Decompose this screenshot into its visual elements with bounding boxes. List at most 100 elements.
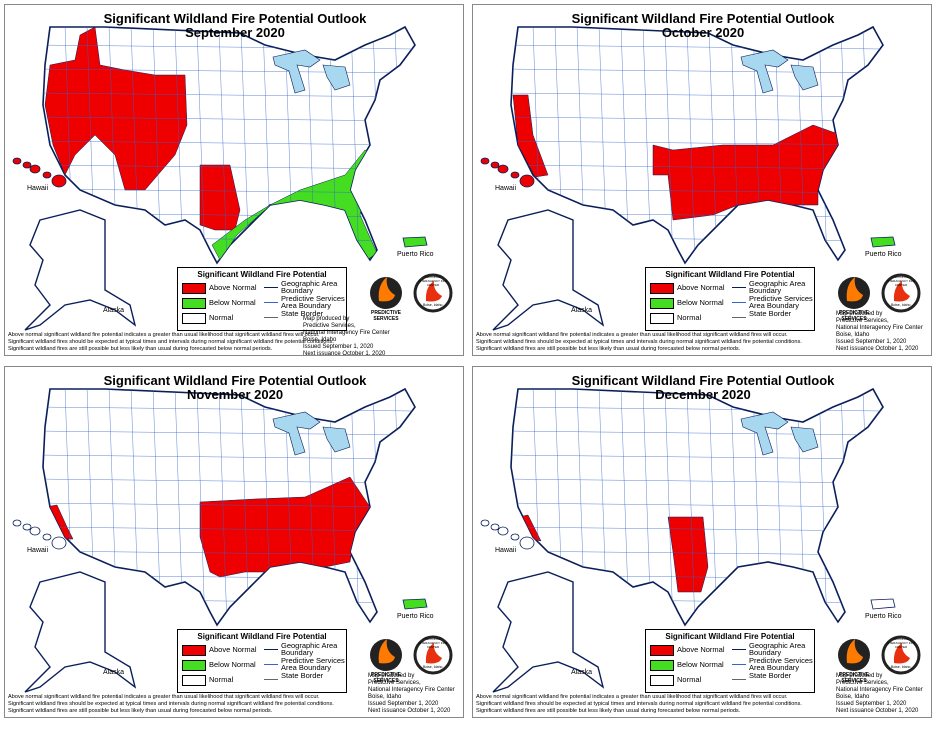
regions <box>43 27 415 263</box>
credit: Boise, Idaho <box>368 694 402 700</box>
credit: National Interagency Fire Center <box>836 687 923 693</box>
map <box>480 387 921 693</box>
hawaii-island <box>480 519 490 527</box>
hawaii-label: Hawaii <box>495 547 517 554</box>
panel-title: Significant Wildland Fire Potential Outl… <box>103 11 367 26</box>
legend-line-label: State Border <box>749 309 792 318</box>
logo-text: Boise, Idaho <box>891 303 911 307</box>
nifc-flame <box>893 643 910 664</box>
legend-title: Significant Wildland Fire Potential <box>197 632 327 641</box>
state-border <box>511 164 883 170</box>
state-border <box>43 116 415 122</box>
puerto-rico <box>402 598 428 610</box>
alaska <box>24 571 137 693</box>
flame <box>846 277 863 302</box>
logo-text: NATIONAL INTERAGENCY FIRE CENTER <box>886 275 916 287</box>
legend-line-label: Predictive Services Area Boundary <box>281 656 345 672</box>
legend-item: Above Normal <box>677 283 725 292</box>
state-border <box>511 502 883 508</box>
legend-line-label: State Border <box>749 671 792 680</box>
credit: National Interagency Fire Center <box>836 325 923 331</box>
footnote: Above normal significant wildland fire p… <box>8 332 320 338</box>
fire-region <box>199 476 371 578</box>
legend-item: Below Normal <box>677 298 724 307</box>
hawaii-island <box>42 533 52 541</box>
legend-swatch <box>182 660 206 671</box>
legend-item: Above Normal <box>677 645 725 654</box>
nifc-flame <box>425 643 442 664</box>
legend-swatch <box>650 313 674 324</box>
legend-swatch <box>650 298 674 309</box>
puerto-rico-label: Puerto Rico <box>397 613 434 620</box>
state-border <box>350 27 360 263</box>
hawaii-island <box>490 523 500 531</box>
legend-line-label: State Border <box>281 671 324 680</box>
puerto-rico <box>402 236 428 248</box>
map-panel: Significant Wildland Fire Potential Outl… <box>472 366 932 718</box>
map-panel: Significant Wildland Fire Potential Outl… <box>4 366 464 718</box>
legend-swatch <box>182 675 206 686</box>
legend-swatch <box>650 660 674 671</box>
credit: Map produced by <box>368 673 415 679</box>
state-border <box>43 164 415 170</box>
credit: Next issuance October 1, 2020 <box>368 708 451 714</box>
map-panel: Significant Wildland Fire Potential Outl… <box>472 4 932 356</box>
hawaii-island <box>519 536 535 550</box>
footnote: Significant wildland fires should be exp… <box>476 701 802 707</box>
hawaii-island <box>519 174 535 188</box>
panel-title: Significant Wildland Fire Potential Outl… <box>103 373 367 388</box>
legend-line-label: State Border <box>281 309 324 318</box>
legend-item: Above Normal <box>209 283 257 292</box>
legend-line <box>264 317 278 318</box>
hawaii-island <box>29 526 41 536</box>
us-outline <box>510 387 884 627</box>
puerto-rico-label: Puerto Rico <box>865 251 902 258</box>
state-border <box>218 27 228 263</box>
legend-line <box>264 664 278 665</box>
state-border <box>240 389 250 625</box>
legend-line <box>732 287 746 288</box>
legend-line-label: Predictive Services Area Boundary <box>281 294 345 310</box>
credit: Predictive Services, <box>836 680 889 686</box>
state-border <box>43 68 415 74</box>
credit: National Interagency Fire Center <box>303 330 390 336</box>
panel-title: Significant Wildland Fire Potential Outl… <box>571 373 835 388</box>
legend-item: Below Normal <box>209 660 256 669</box>
credit: Boise, Idaho <box>836 332 870 338</box>
credit: Next issuance October 1, 2020 <box>836 346 919 352</box>
hawaii-island <box>480 157 490 165</box>
logo-text: Boise, Idaho <box>423 665 443 669</box>
legend-swatch <box>182 645 206 656</box>
legend-line-label: Geographic Area Boundary <box>281 279 338 295</box>
legend-line <box>264 302 278 303</box>
puerto-rico-label: Puerto Rico <box>397 251 434 258</box>
state-border <box>664 389 674 625</box>
legend-item: Normal <box>209 313 234 322</box>
legend: Significant Wildland Fire Potential Above… <box>177 629 347 693</box>
credit: Next issuance October 1, 2020 <box>303 351 386 356</box>
legend-line <box>264 649 278 650</box>
legend-item: Normal <box>677 313 702 322</box>
hawaii-island <box>510 171 520 179</box>
alaska-label: Alaska <box>571 307 593 314</box>
legend-swatch <box>182 313 206 324</box>
panel-month: October 2020 <box>661 25 745 40</box>
hawaii-island <box>497 164 509 174</box>
footnote: Above normal significant wildland fire p… <box>8 694 320 700</box>
state-border <box>196 27 206 263</box>
state-border <box>43 430 415 436</box>
state-border <box>511 68 883 74</box>
hawaii-island <box>12 157 22 165</box>
credit: National Interagency Fire Center <box>368 687 455 693</box>
credit: Next issuance October 1, 2020 <box>836 708 919 714</box>
legend-line-label: Geographic Area Boundary <box>281 641 338 657</box>
flame <box>846 639 863 664</box>
great-lakes <box>740 411 819 456</box>
state-border <box>240 27 250 263</box>
state-border <box>708 389 718 625</box>
fire-region <box>652 124 842 221</box>
hawaii-island <box>510 533 520 541</box>
state-border <box>686 389 696 625</box>
state-border <box>218 389 228 625</box>
